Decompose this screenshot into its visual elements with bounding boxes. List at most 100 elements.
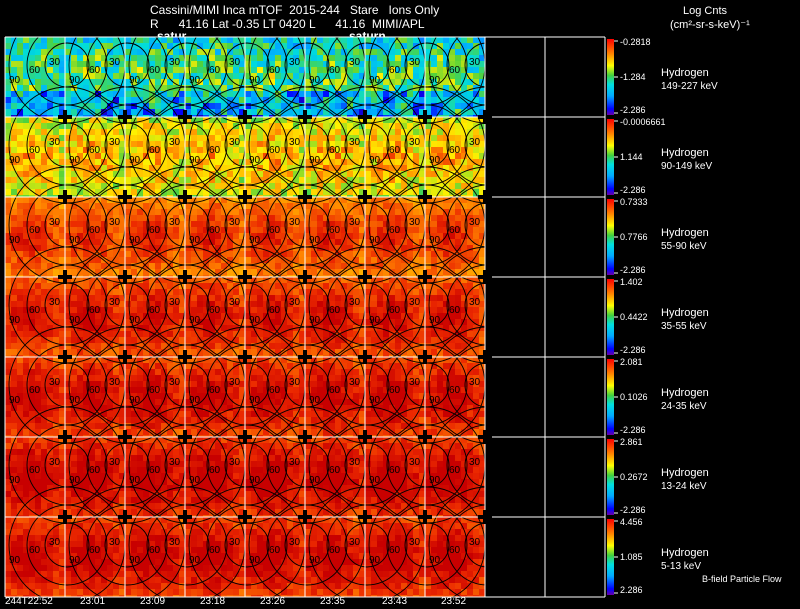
contour-label: 60 <box>269 385 281 396</box>
contour-label: 30 <box>469 297 481 308</box>
contour-label: 30 <box>289 297 301 308</box>
contour-label: 90 <box>129 155 141 166</box>
colorbar-mid-label: 1.144 <box>620 152 643 162</box>
cross-marker <box>303 510 307 524</box>
contour-label: 60 <box>89 145 101 156</box>
cross-marker <box>303 190 307 204</box>
cross-marker <box>483 350 487 364</box>
colorbar-max-label: 2.081 <box>620 357 643 367</box>
row-energy-label: 90-149 keV <box>661 161 713 172</box>
contour-line <box>86 504 168 586</box>
colorbar-6 <box>607 439 614 515</box>
contour-label: 60 <box>449 465 461 476</box>
colorbar-max-label: 0.7333 <box>620 197 648 207</box>
contour-label: 90 <box>9 555 21 566</box>
colorbar-4 <box>607 279 614 355</box>
contour-label: 90 <box>189 395 201 406</box>
contour-label: 60 <box>149 305 161 316</box>
row-species-label: Hydrogen <box>661 147 709 159</box>
contour-label: 30 <box>169 457 181 468</box>
contour-label: 60 <box>449 385 461 396</box>
cross-marker <box>363 430 367 444</box>
cross-marker <box>183 430 187 444</box>
contour-label: 30 <box>409 297 421 308</box>
cross-marker <box>483 110 487 124</box>
row-species-label: Hydrogen <box>661 227 709 239</box>
contour-label: 30 <box>49 297 61 308</box>
contour-label: 60 <box>329 145 341 156</box>
time-tick-label: 244T22:52 <box>5 596 53 607</box>
contour-label: 90 <box>309 475 321 486</box>
contour-label: 60 <box>29 545 41 556</box>
contour-label: 60 <box>89 385 101 396</box>
contour-label: 30 <box>109 457 121 468</box>
contour-label: 60 <box>329 225 341 236</box>
contour-label: 30 <box>349 217 361 228</box>
contour-label: 90 <box>69 75 81 86</box>
contour-label: 30 <box>289 377 301 388</box>
chart-title: Cassini/MIMI Inca mTOF 2015-244 Stare Io… <box>150 3 440 17</box>
colorbar-min-label: 2.286 <box>620 585 643 595</box>
cross-marker <box>423 430 427 444</box>
units-label-line1: Log Cnts <box>683 5 728 17</box>
contour-label: 60 <box>149 385 161 396</box>
contour-label: 90 <box>309 315 321 326</box>
cross-marker <box>423 190 427 204</box>
contour-label: 90 <box>189 315 201 326</box>
contour-label: 30 <box>409 457 421 468</box>
contour-label: 90 <box>189 555 201 566</box>
flow-label: B-field Particle Flow <box>702 574 782 584</box>
colorbar-max-label: 4.456 <box>620 517 643 527</box>
contour-label: 60 <box>389 225 401 236</box>
contour-line <box>26 504 108 586</box>
time-tick-label: 23:18 <box>200 596 226 607</box>
contour-label: 90 <box>69 475 81 486</box>
time-tick-label: 23:01 <box>80 596 106 607</box>
contour-label: 30 <box>409 137 421 148</box>
contour-label: 90 <box>429 555 441 566</box>
contour-label: 60 <box>449 305 461 316</box>
cross-marker <box>243 430 247 444</box>
contour-label: 90 <box>9 395 21 406</box>
contour-label: 90 <box>429 315 441 326</box>
contour-label: 90 <box>309 555 321 566</box>
contour-label: 60 <box>209 385 221 396</box>
contour-label: 90 <box>369 155 381 166</box>
row-species-label: Hydrogen <box>661 547 709 559</box>
contour-label: 90 <box>129 555 141 566</box>
contour-label: 60 <box>149 545 161 556</box>
image-row-2 <box>5 117 485 201</box>
cross-marker <box>183 110 187 124</box>
contour-label: 90 <box>189 475 201 486</box>
contour-label: 30 <box>109 57 121 68</box>
colorbar-max-label: -0.2818 <box>620 37 651 47</box>
contour-label: 60 <box>29 385 41 396</box>
colorbar-max-label: 2.861 <box>620 437 643 447</box>
contour-label: 90 <box>369 315 381 326</box>
contour-label: 30 <box>109 537 121 548</box>
cross-marker <box>123 350 127 364</box>
contour-label: 30 <box>349 457 361 468</box>
contour-label: 30 <box>169 297 181 308</box>
contour-label: 90 <box>249 555 261 566</box>
contour-label: 60 <box>29 305 41 316</box>
colorbar-mid-label: 0.4422 <box>620 312 648 322</box>
contour-label: 90 <box>249 475 261 486</box>
contour-label: 30 <box>469 137 481 148</box>
contour-label: 90 <box>129 235 141 246</box>
contour-label: 30 <box>229 297 241 308</box>
colorbar-7 <box>607 519 614 595</box>
contour-label: 30 <box>229 217 241 228</box>
contour-label: 30 <box>349 57 361 68</box>
contour-line <box>446 504 528 586</box>
cross-marker <box>423 110 427 124</box>
colorbar-min-label: -2.286 <box>620 265 646 275</box>
row-species-label: Hydrogen <box>661 67 709 79</box>
contour-label: 90 <box>249 235 261 246</box>
colorbar-5 <box>607 359 614 435</box>
cross-marker <box>183 270 187 284</box>
time-tick-label: 23:26 <box>260 596 286 607</box>
contour-label: 30 <box>289 537 301 548</box>
units-label-line2: (cm²-sr-s-keV)⁻¹ <box>670 19 750 31</box>
contour-label: 30 <box>169 537 181 548</box>
